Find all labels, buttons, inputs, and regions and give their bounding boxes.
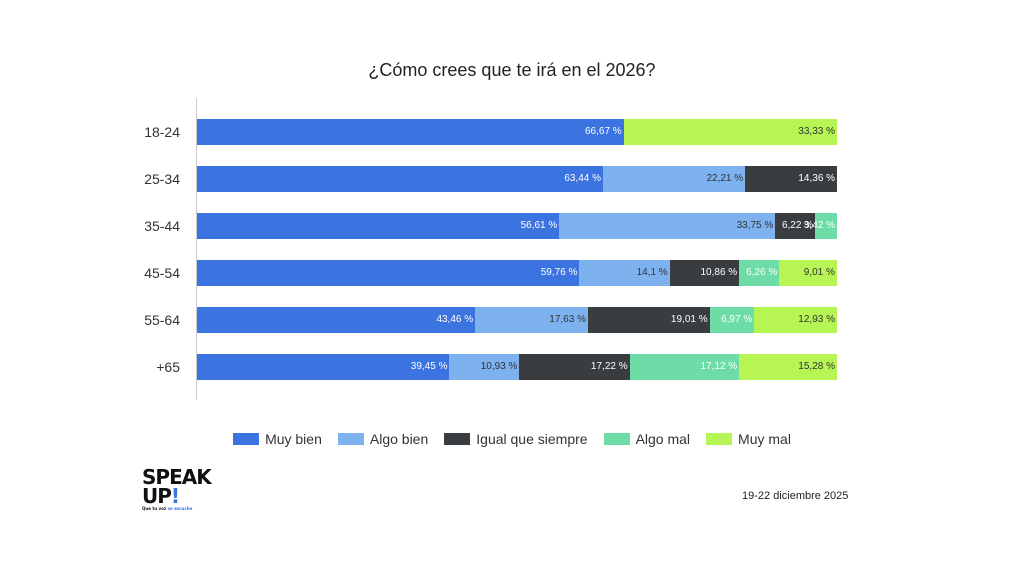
category-label: 55-64 [144, 312, 180, 328]
legend-label: Muy bien [265, 431, 322, 447]
data-label: 17,12 % [700, 361, 738, 372]
bar-segment [815, 213, 837, 239]
data-label: 6,26 % [746, 267, 778, 278]
category-label: 25-34 [144, 171, 180, 187]
bar-segment [603, 166, 746, 192]
category-label: 45-54 [144, 265, 180, 281]
data-label: 17,22 % [590, 361, 628, 372]
bar-segment [779, 260, 837, 286]
bar-segment [197, 119, 624, 145]
bar-segment [629, 354, 740, 380]
bar-segment [709, 307, 755, 333]
bar-segment [449, 354, 520, 380]
legend-label: Muy mal [738, 431, 791, 447]
legend-label: Algo bien [369, 431, 429, 447]
data-label: 6,97 % [721, 314, 753, 325]
legend-swatch [444, 433, 471, 445]
bar-segment [775, 213, 816, 239]
date-label: 19-22 diciembre 2025 [742, 490, 849, 502]
bar-segment [669, 260, 740, 286]
category-label: +65 [156, 359, 180, 375]
data-label: 15,28 % [798, 361, 835, 372]
legend-swatch [233, 433, 260, 445]
legend-label: Algo mal [635, 431, 691, 447]
category-label: 35-44 [144, 218, 180, 234]
bar-segment [475, 307, 588, 333]
data-label: 33,33 % [798, 126, 835, 137]
bar-segment [519, 354, 630, 380]
bar-segment [197, 213, 560, 239]
speak-up-logo: SPEAK UP! Que tu voz se escuche [142, 465, 212, 511]
legend-item: Muy mal [706, 431, 791, 447]
legend-item: Muy bien [233, 431, 322, 447]
bar-segment [754, 307, 837, 333]
bar-segment [739, 354, 837, 380]
legend-item: Algo bien [337, 431, 429, 447]
bar-segment [579, 260, 670, 286]
legend-label: Igual que siempre [476, 431, 588, 447]
data-label: 6,22 % [781, 220, 814, 231]
bar-segment [197, 354, 450, 380]
data-label: 22,21 % [706, 173, 744, 184]
legend-swatch [337, 433, 364, 445]
data-label: 17,63 % [549, 314, 586, 325]
bar-segment [587, 307, 710, 333]
bar-segment [745, 166, 838, 192]
legend-item: Algo mal [603, 431, 691, 447]
data-label: 19,01 % [670, 314, 708, 325]
legend: Muy bien Algo bien Igual que siempre Algo m… [0, 431, 1024, 447]
data-label: 10,93 % [480, 361, 518, 372]
y-axis-line [196, 98, 197, 400]
data-label: 39,45 % [410, 361, 448, 372]
bar-segment [739, 260, 780, 286]
data-label: 56,61 % [520, 220, 558, 231]
data-label: 43,46 % [436, 314, 474, 325]
legend-item: Igual que siempre [444, 431, 588, 447]
data-label: 63,44 % [564, 173, 602, 184]
chart-title: ¿Cómo crees que te irá en el 2026? [368, 60, 656, 80]
bar-segment [559, 213, 776, 239]
data-label: 3,42 % [803, 220, 835, 231]
bar-segment [623, 119, 837, 145]
data-label: 66,67 % [584, 126, 622, 137]
data-label: 9,01 % [803, 267, 835, 278]
legend-swatch [706, 433, 733, 445]
data-label: 14,1 % [636, 267, 668, 278]
data-label: 10,86 % [700, 267, 738, 278]
data-label: 12,93 % [798, 314, 835, 325]
category-label: 18-24 [144, 124, 180, 140]
data-label: 33,75 % [736, 220, 774, 231]
legend-swatch [603, 433, 630, 445]
bar-segment [197, 260, 580, 286]
bar-segment [197, 166, 604, 192]
bar-segment [197, 307, 476, 333]
data-label: 59,76 % [540, 267, 578, 278]
data-label: 14,36 % [798, 173, 836, 184]
